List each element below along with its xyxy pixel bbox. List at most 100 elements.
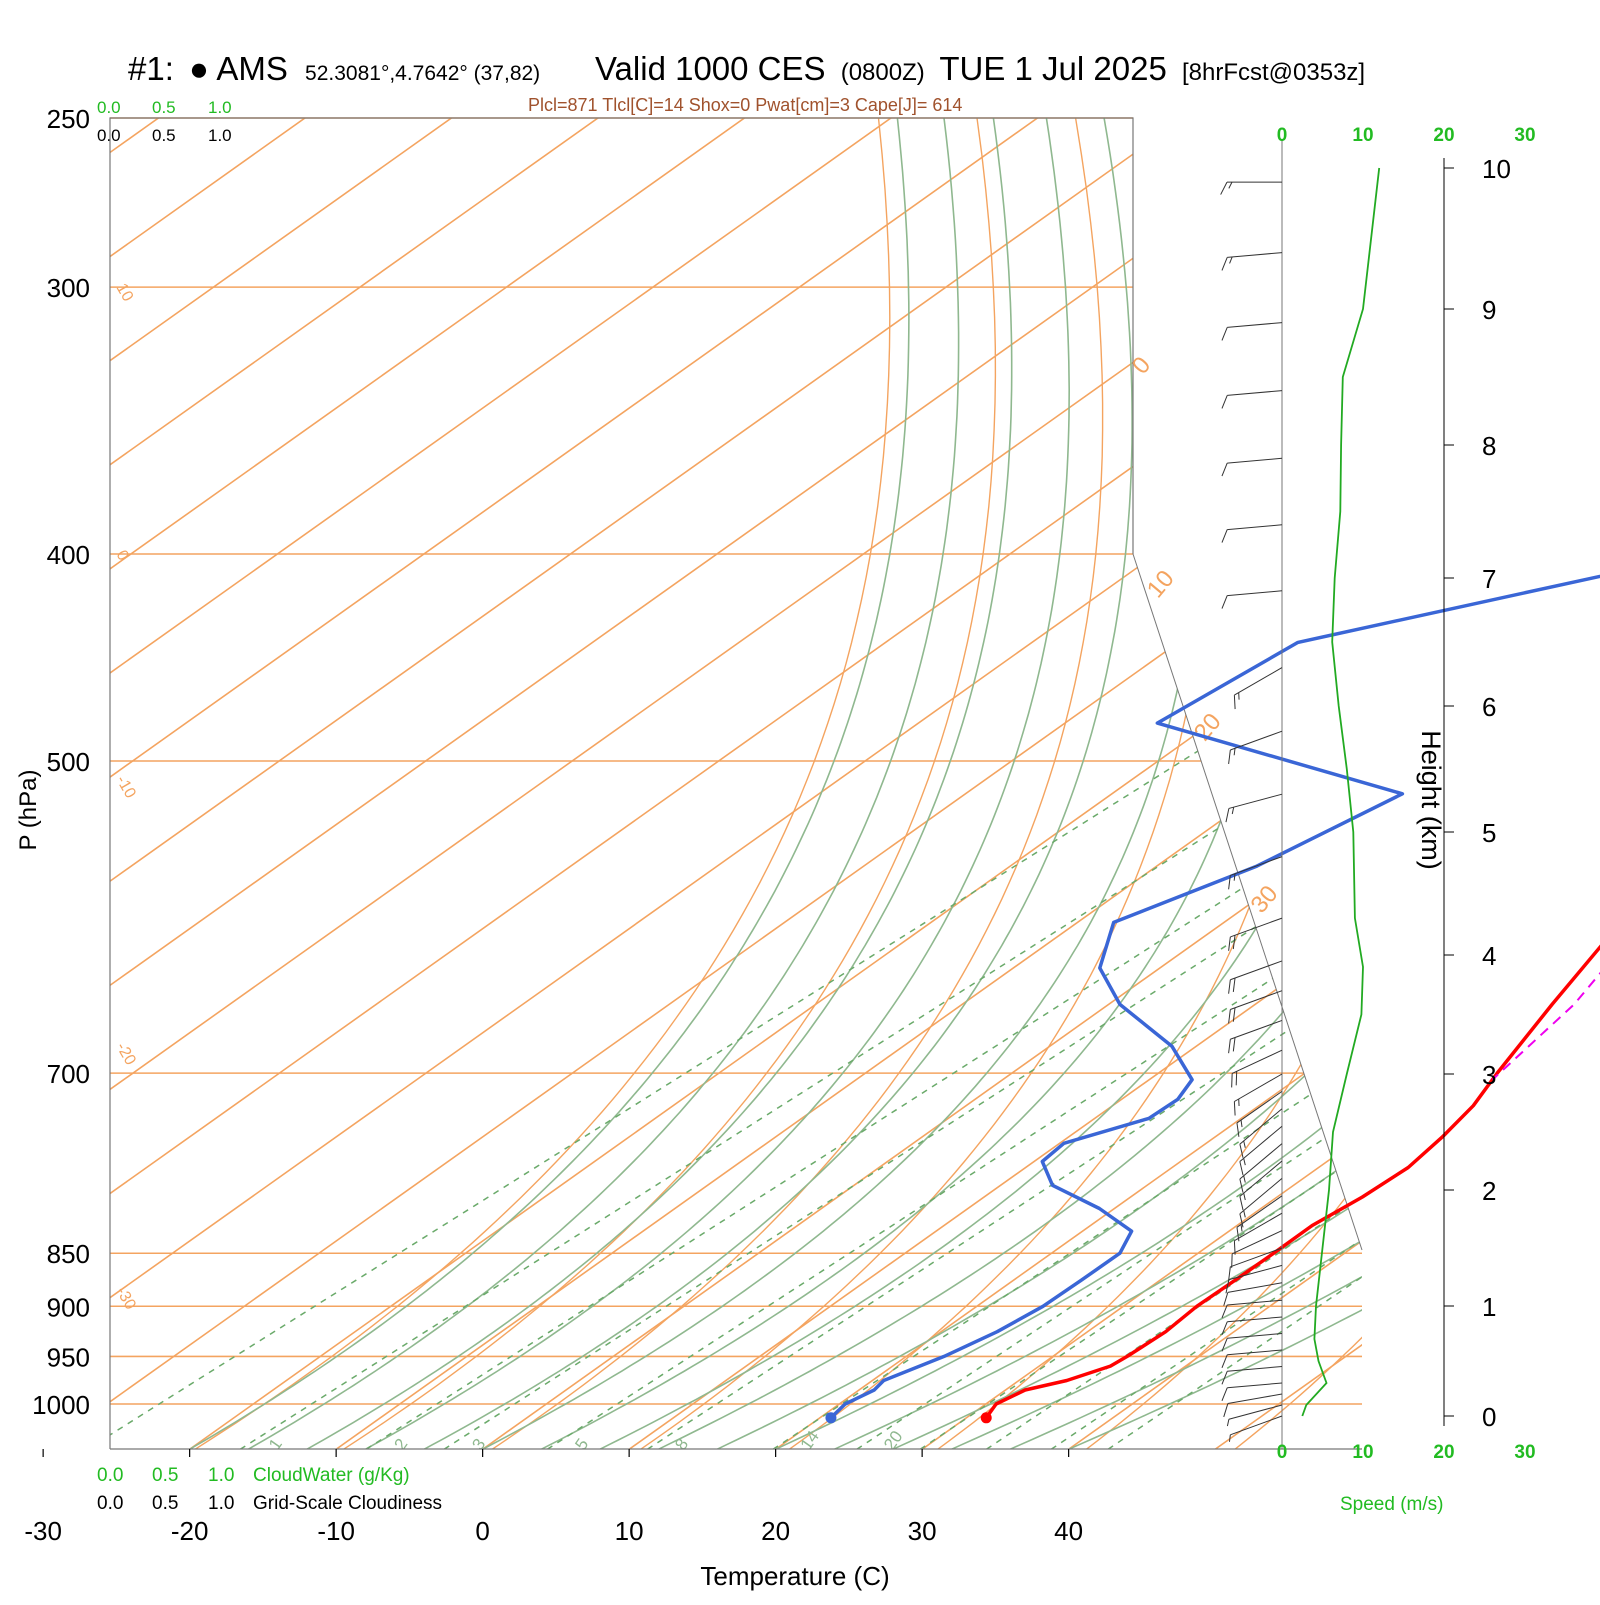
dry-adiabat xyxy=(777,41,1322,1458)
wind-barb-shaft xyxy=(1230,961,1282,980)
isotherm-line xyxy=(0,41,560,1450)
height-tick-label: 2 xyxy=(1482,1176,1496,1206)
isotherm-line xyxy=(336,41,1600,1450)
wind-barb-shaft xyxy=(1234,1074,1282,1102)
valid-date: TUE 1 Jul 2025 xyxy=(939,50,1166,87)
height-tick-label: 6 xyxy=(1482,692,1496,722)
mixing-ratio-label: 2 xyxy=(391,1435,412,1454)
wind-barb-shaft xyxy=(1228,1394,1282,1404)
svg-text:Valid 1000 CES (0800Z): Valid 1000 CES (0800Z) TUE 1 Jul 2025 [8… xyxy=(595,50,1365,87)
wind-barb-flag xyxy=(1241,1120,1242,1127)
wind-barb-flag xyxy=(1229,937,1231,951)
isotherm-label: 0 xyxy=(113,548,132,564)
isotherm-line xyxy=(0,41,707,1450)
dry-adiabat xyxy=(1224,41,1600,1458)
cloudiness-tick-0: 0.0 xyxy=(97,126,121,145)
dry-adiabat xyxy=(1075,41,1548,1458)
wind-barb-shaft xyxy=(1230,1020,1282,1039)
wind-barb-shaft xyxy=(1227,391,1282,396)
wind-barb-flag xyxy=(1224,1404,1228,1417)
wind-barb-shaft xyxy=(1232,1050,1282,1073)
height-tick-label: 7 xyxy=(1482,564,1496,594)
wind-barb-shaft xyxy=(1230,991,1282,1010)
mixing-ratio-line xyxy=(1108,554,1600,1449)
run-id: #1: xyxy=(128,50,174,87)
pressure-tick-label: 700 xyxy=(47,1059,90,1089)
isotherm-line xyxy=(0,41,414,1450)
speed-tick-top: 10 xyxy=(1352,125,1373,146)
cloudwater-tick-0: 0.0 xyxy=(97,98,121,117)
speed-tick-top: 0 xyxy=(1277,125,1288,146)
isotherm-line xyxy=(0,41,1600,1450)
dewpoint-line xyxy=(831,172,1600,1418)
height-tick-label: 5 xyxy=(1482,818,1496,848)
speed-tick-top: 20 xyxy=(1433,125,1454,146)
dry-adiabat xyxy=(479,41,1103,1458)
pressure-tick-label: 850 xyxy=(47,1239,90,1269)
height-axis-label: Height (km) xyxy=(1416,730,1446,870)
station-dot-icon: ● xyxy=(189,50,209,87)
pressure-tick-label: 1000 xyxy=(32,1390,90,1420)
moist-adiabat xyxy=(190,41,909,1450)
temperature-line xyxy=(986,172,1600,1418)
wind-barb-flag xyxy=(1234,748,1235,755)
wind-barb-flag xyxy=(1244,1211,1246,1218)
pressure-tick-label: 900 xyxy=(47,1292,90,1322)
indices-line: Plcl=871 Tlcl[C]=14 Shox=0 Pwat[cm]=3 Ca… xyxy=(528,95,962,115)
mixing-ratio-line xyxy=(1051,554,1600,1449)
dewpoint-surface-marker xyxy=(825,1412,836,1423)
isotherm-line xyxy=(0,41,267,1450)
wind-barb-flag xyxy=(1233,978,1235,992)
mixing-ratio-line xyxy=(87,554,1511,1449)
wind-barb-flag xyxy=(1244,1193,1246,1200)
wind-barb-shaft xyxy=(1227,253,1282,258)
mixing-ratio-label: 5 xyxy=(571,1435,592,1454)
moist-adiabat xyxy=(248,41,958,1450)
moist-adiabat xyxy=(365,41,1069,1450)
cloudwater-bottom-tick-2: 1.0 xyxy=(208,1465,234,1486)
speed-tick-top: 30 xyxy=(1514,125,1535,146)
isotherm-line xyxy=(776,41,1600,1450)
cloudwater-tick-1: 0.5 xyxy=(152,98,176,117)
mixing-ratio-line xyxy=(986,554,1600,1449)
wind-barb-flag xyxy=(1222,1388,1227,1401)
moist-adiabat xyxy=(893,41,1600,1450)
temperature-surface-marker xyxy=(981,1412,992,1423)
wind-barb-flag xyxy=(1224,1292,1228,1305)
isotherm-label: -30 xyxy=(113,1284,139,1313)
mixing-ratio-line xyxy=(240,554,1600,1449)
wind-barb-shaft xyxy=(1230,857,1282,876)
wind-barb-flag xyxy=(1229,182,1232,188)
x-tick-label: 40 xyxy=(1054,1516,1083,1546)
speed-axis-label: Speed (m/s) xyxy=(1340,1494,1443,1515)
wind-barb-flag xyxy=(1222,596,1227,609)
valid-utc: (0800Z) xyxy=(841,59,925,86)
wind-barb-flag xyxy=(1229,1039,1231,1053)
dry-adiabat xyxy=(330,41,996,1458)
cloudiness-tick-2: 1.0 xyxy=(208,126,232,145)
wind-barb-shaft xyxy=(1229,794,1282,808)
forecast-info: [8hrFcst@0353z] xyxy=(1182,59,1365,86)
mixing-ratio-line xyxy=(366,554,1600,1449)
wind-barb-shaft xyxy=(1227,323,1282,328)
cloudiness-label: Grid-Scale Cloudiness xyxy=(253,1493,442,1514)
speed-tick-bottom: 20 xyxy=(1433,1442,1454,1463)
x-tick-label: 30 xyxy=(908,1516,937,1546)
x-tick-label: 20 xyxy=(761,1516,790,1546)
moist-adiabat xyxy=(541,41,1281,1450)
parcel-line xyxy=(1492,172,1600,1080)
cloudwater-bottom-tick-0: 0.0 xyxy=(97,1465,123,1486)
wind-barb-shaft xyxy=(1227,591,1282,596)
isotherm-line xyxy=(1069,41,1600,1450)
x-axis-label: Temperature (C) xyxy=(700,1561,889,1591)
plot-frame xyxy=(110,118,1362,1449)
dry-adiabat xyxy=(181,41,890,1458)
wind-barb-flag xyxy=(1244,1158,1246,1165)
station-coords: 52.3081°,4.7642° (37,82) xyxy=(305,62,540,85)
wind-barb-flag xyxy=(1232,807,1233,814)
isotherm-line xyxy=(922,41,1600,1450)
